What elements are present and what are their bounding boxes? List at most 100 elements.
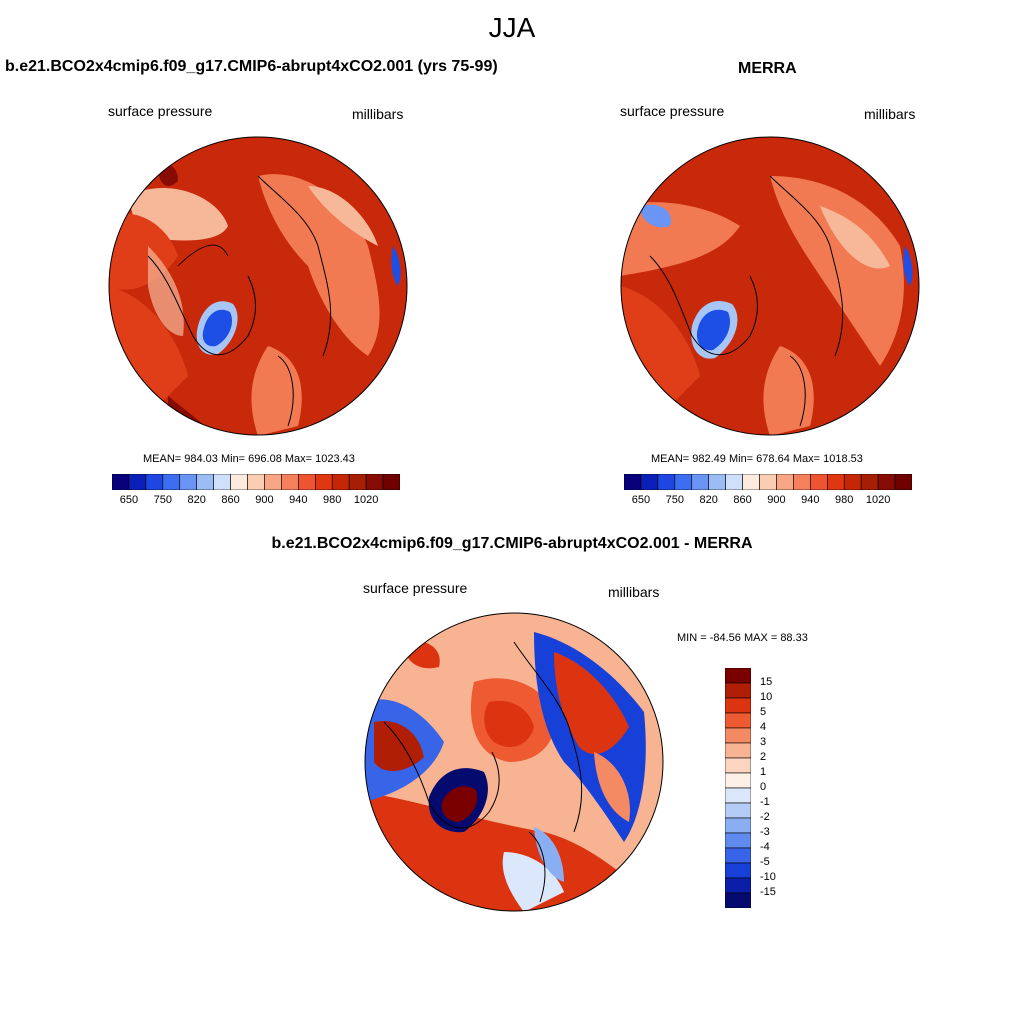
panel-title-model: b.e21.BCO2x4cmip6.f09_g17.CMIP6-abrupt4x… <box>5 58 498 75</box>
colorbar-tick-label: 750 <box>665 494 684 506</box>
colorbar-tick-label: -5 <box>760 856 770 868</box>
colorbar-tick-label: -1 <box>760 796 770 808</box>
colorbar-swatch <box>128 474 147 490</box>
polar-map-difference <box>364 612 664 912</box>
colorbar-swatch <box>230 474 248 490</box>
colorbar-swatch <box>725 802 751 819</box>
colorbar-swatch <box>179 474 198 490</box>
colorbar-swatch <box>657 474 676 490</box>
panel-label-surface-pressure: surface pressure <box>108 103 213 119</box>
colorbar-tick-label: 750 <box>153 494 172 506</box>
colorbar-tick-label: -10 <box>760 871 776 883</box>
colorbar-difference <box>725 668 751 908</box>
panel-title-merra: MERRA <box>738 60 797 77</box>
colorbar-swatch <box>759 474 777 490</box>
colorbar-swatch <box>725 742 751 759</box>
colorbar-tick-label: 2 <box>760 751 767 763</box>
colorbar-swatch <box>725 817 751 834</box>
colorbar-tick-label: 820 <box>699 494 718 506</box>
panel-label-units: millibars <box>608 584 660 600</box>
colorbar-swatch <box>877 474 896 490</box>
colorbar-tick-label: -2 <box>760 811 770 823</box>
colorbar-swatch <box>725 474 743 490</box>
colorbar-swatch <box>281 474 299 490</box>
colorbar-swatch <box>162 474 181 490</box>
colorbar-swatch <box>725 772 751 789</box>
colorbar-tick-label: 650 <box>631 494 651 506</box>
colorbar-model <box>112 474 400 490</box>
colorbar-swatch <box>691 474 710 490</box>
panel-stats-merra: MEAN= 982.49 Min= 678.64 Max= 1018.53 <box>651 453 863 465</box>
colorbar-swatch <box>365 474 384 490</box>
colorbar-tick-label: 900 <box>255 494 274 506</box>
colorbar-tick-label: 940 <box>289 494 308 506</box>
colorbar-tick-label: 860 <box>221 494 240 506</box>
colorbar-swatch <box>708 474 726 490</box>
colorbar-tick-label: 3 <box>760 736 767 748</box>
colorbar-swatch <box>725 712 751 729</box>
colorbar-ticks-model: 650 750 820 860 900 940 980 1020 <box>112 494 400 508</box>
colorbar-swatch <box>264 474 282 490</box>
colorbar-tick-label: 940 <box>801 494 820 506</box>
colorbar-swatch <box>742 474 760 490</box>
colorbar-tick-label: 1020 <box>353 494 379 506</box>
colorbar-tick-label: 980 <box>323 494 342 506</box>
colorbar-swatch <box>793 474 811 490</box>
colorbar-tick-label: 4 <box>760 721 767 733</box>
colorbar-tick-label: 860 <box>733 494 752 506</box>
panel-title-difference: b.e21.BCO2x4cmip6.f09_g17.CMIP6-abrupt4x… <box>271 535 753 552</box>
colorbar-swatch <box>725 682 751 699</box>
colorbar-swatch <box>674 474 693 490</box>
main-title: JJA <box>488 12 536 43</box>
colorbar-swatch <box>382 474 400 490</box>
colorbar-tick-label: 10 <box>760 691 773 703</box>
colorbar-tick-label: 820 <box>187 494 206 506</box>
colorbar-swatch <box>725 787 751 804</box>
colorbar-swatch <box>725 862 751 879</box>
colorbar-swatch <box>894 474 912 490</box>
colorbar-tick-label: 900 <box>767 494 786 506</box>
colorbar-swatch <box>331 474 350 490</box>
colorbar-swatch <box>112 474 130 490</box>
diff-stats: MIN = -84.56 MAX = 88.33 <box>677 632 808 644</box>
colorbar-swatch <box>725 832 751 849</box>
colorbar-tick-label: 650 <box>119 494 139 506</box>
colorbar-swatch <box>196 474 214 490</box>
panel-label-units: millibars <box>864 106 916 122</box>
colorbar-swatch <box>725 668 751 684</box>
colorbar-swatch <box>776 474 794 490</box>
panel-label-surface-pressure: surface pressure <box>363 580 468 596</box>
panel-label-units: millibars <box>352 106 404 122</box>
colorbar-tick-label: -3 <box>760 826 770 838</box>
colorbar-swatch <box>725 892 751 908</box>
colorbar-tick-label: 0 <box>760 781 767 793</box>
colorbar-swatch <box>298 474 316 490</box>
panel-label-surface-pressure: surface pressure <box>620 103 725 119</box>
colorbar-swatch <box>860 474 879 490</box>
colorbar-tick-label: 1 <box>760 766 767 778</box>
colorbar-swatch <box>843 474 862 490</box>
colorbar-swatch <box>213 474 231 490</box>
colorbar-swatch <box>314 474 333 490</box>
colorbar-ticks-difference: 15 10 5 4 3 2 1 0 -1 -2 -3 -4 -5 -10 -15 <box>760 668 800 908</box>
colorbar-swatch <box>640 474 659 490</box>
colorbar-swatch <box>725 877 751 894</box>
colorbar-tick-label: 980 <box>835 494 854 506</box>
colorbar-swatch <box>725 727 751 744</box>
colorbar-swatch <box>247 474 265 490</box>
colorbar-tick-label: 5 <box>760 706 767 718</box>
colorbar-swatch <box>348 474 367 490</box>
colorbar-swatch <box>826 474 845 490</box>
panel-stats-model: MEAN= 984.03 Min= 696.08 Max= 1023.43 <box>143 453 355 465</box>
colorbar-swatch <box>725 847 751 864</box>
colorbar-tick-label: -4 <box>760 841 770 853</box>
polar-map-model <box>108 136 408 436</box>
colorbar-swatch <box>624 474 642 490</box>
colorbar-ticks-merra: 650 750 820 860 900 940 980 1020 <box>624 494 912 508</box>
colorbar-tick-label: 15 <box>760 676 773 688</box>
colorbar-merra <box>624 474 912 490</box>
colorbar-swatch <box>810 474 828 490</box>
colorbar-swatch <box>725 697 751 714</box>
colorbar-swatch <box>145 474 164 490</box>
polar-map-merra <box>620 136 920 436</box>
